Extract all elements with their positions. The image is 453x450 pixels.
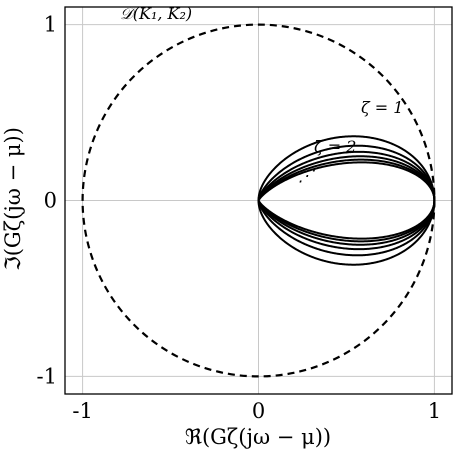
x-tick-label: 0: [252, 399, 265, 423]
series-curves: [257, 135, 436, 266]
continuation-dots: ⋰: [298, 166, 316, 185]
x-axis-label: ℜ(Gζ(jω − μ)): [185, 425, 331, 449]
plot-frame: [64, 6, 453, 395]
x-tick-label: 1: [428, 399, 441, 423]
tick-labels: -1 0 1 -1 0 1: [37, 13, 442, 423]
disk-label: 𝒟(K₁, K₂): [120, 4, 192, 23]
series-curve-zeta-6: [257, 161, 436, 240]
y-tick-label: -1: [37, 364, 57, 388]
series-label-zeta-1: ζ = 1: [361, 98, 403, 117]
y-tick-label: 0: [44, 189, 57, 213]
x-tick-label: -1: [72, 399, 92, 423]
y-axis-label: ℑ(Gζ(jω − μ)): [1, 127, 25, 271]
y-tick-label: 1: [44, 13, 57, 37]
series-label-zeta-2: ζ = 2: [314, 137, 356, 156]
